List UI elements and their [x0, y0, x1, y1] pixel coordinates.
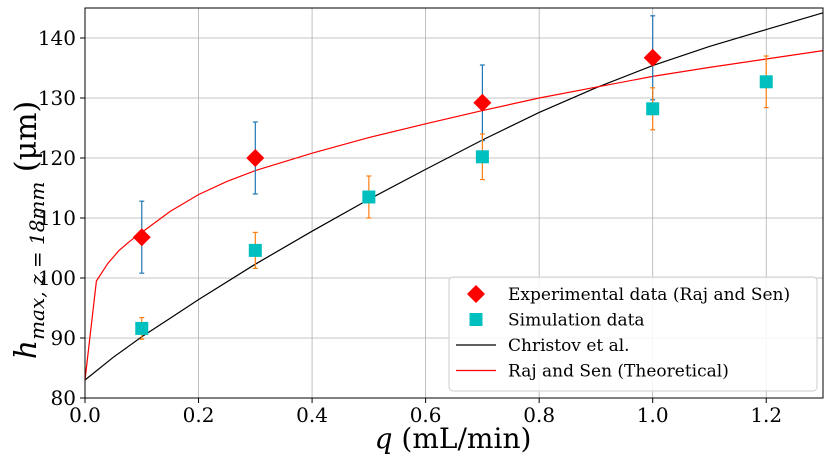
axis-ticks: 0.0 0.2 0.4 0.6 0.8 1.0 1.2 80 90 100 110 120 130 140	[38, 26, 782, 427]
simulation-data-point	[475, 150, 489, 164]
x-tick-label: 0.8	[523, 403, 555, 427]
plot-area-frame	[84, 7, 824, 399]
legend-entry: Simulation data	[469, 311, 645, 331]
y-axis-label-main: h	[9, 340, 44, 359]
legend-box	[448, 276, 818, 392]
x-tick-label: 1.0	[637, 403, 669, 427]
experimental-data-point	[246, 149, 265, 167]
x-axis-label-symbol: q	[375, 422, 393, 455]
x-axis-label-unit: (mL/min)	[393, 422, 532, 455]
legend-label: Raj and Sen (Theoretical)	[508, 362, 729, 382]
legend-label: Simulation data	[508, 311, 645, 331]
legend-entry: Raj and Sen (Theoretical)	[456, 362, 729, 382]
y-tick-label: 120	[38, 146, 76, 170]
series-line-raj-and-sen-theoretical	[84, 50, 824, 381]
y-tick-label: 130	[38, 86, 76, 110]
x-tick-label: 1.2	[750, 403, 782, 427]
y-tick-label: 80	[51, 386, 76, 410]
y-axis-label-sub: max, z = 18mm	[25, 182, 49, 340]
legend-label: Christov et al.	[508, 336, 630, 356]
experimental-data-point	[473, 93, 492, 112]
x-tick-label: 0.0	[69, 403, 101, 427]
x-axis-label: q (mL/min)	[375, 422, 532, 455]
y-tick-label: 100	[38, 266, 76, 290]
legend: Experimental data (Raj and Sen) Simulatio…	[448, 276, 818, 392]
simulation-data-point	[362, 190, 376, 204]
x-tick-label: 0.4	[296, 403, 328, 427]
series-line-christov-et-al	[84, 12, 824, 381]
experimental-data-point	[643, 48, 662, 67]
x-tick-label: 0.6	[410, 403, 442, 427]
legend-label: Experimental data (Raj and Sen)	[508, 285, 790, 305]
simulation-data-point	[646, 102, 660, 116]
legend-square-marker	[469, 313, 483, 326]
y-tick-label: 140	[38, 26, 76, 50]
simulation-data-point	[135, 321, 149, 335]
y-axis-label: hmax, z = 18mm (μm)	[9, 101, 49, 360]
simulation-data-point	[248, 243, 262, 257]
simulation-data-point	[759, 75, 773, 89]
y-tick-label: 90	[51, 326, 76, 350]
legend-entry: Experimental data (Raj and Sen)	[467, 285, 790, 305]
x-tick-label: 0.2	[183, 403, 215, 427]
experimental-data-point	[132, 228, 151, 247]
legend-diamond-marker	[467, 285, 485, 303]
legend-entry: Christov et al.	[456, 336, 630, 356]
y-axis-label-unit: (μm)	[9, 101, 44, 182]
plot-series	[84, 12, 824, 381]
y-tick-label: 110	[38, 206, 76, 230]
